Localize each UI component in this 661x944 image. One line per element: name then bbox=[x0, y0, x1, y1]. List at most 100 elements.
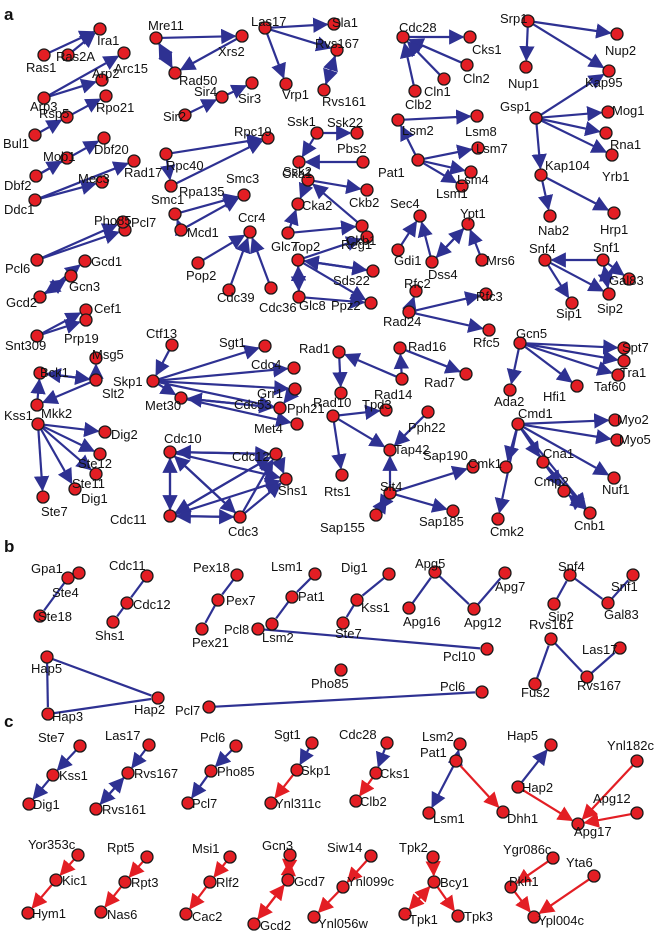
node-label-Pho85c: Pho85 bbox=[217, 764, 255, 779]
node-Nas6 bbox=[94, 905, 108, 919]
node-label-Ste12: Ste12 bbox=[78, 456, 112, 471]
node-label-Pph22: Pph22 bbox=[408, 420, 446, 435]
edge-a-136 bbox=[506, 346, 522, 385]
node-label-Hfi1: Hfi1 bbox=[543, 389, 566, 404]
node-Snt309 bbox=[30, 329, 44, 343]
node-label-Cnb1: Cnb1 bbox=[574, 518, 605, 533]
node-Pat1c bbox=[449, 754, 463, 768]
edge-a-69 bbox=[265, 30, 286, 79]
panel-label-a: a bbox=[4, 5, 14, 24]
node-Cac2 bbox=[179, 907, 193, 921]
node-Ynl099c bbox=[336, 880, 350, 894]
node-label-Cln2: Cln2 bbox=[463, 71, 490, 86]
node-label-Gcn3c: Gcn3 bbox=[262, 838, 293, 853]
node-Slt2 bbox=[89, 373, 103, 387]
edge-c-29 bbox=[317, 888, 342, 914]
node-Nab2 bbox=[543, 209, 557, 223]
edge-c-14 bbox=[519, 749, 548, 785]
edge-c-8 bbox=[274, 772, 296, 799]
edge-b-12 bbox=[475, 577, 502, 607]
node-label-Ppz2: Ppz2 bbox=[331, 298, 361, 313]
node-Pho85b bbox=[334, 663, 348, 677]
node-Gcn5 bbox=[513, 336, 527, 350]
node-Rvs167a bbox=[330, 43, 344, 57]
node-label-Reg1: Reg1 bbox=[341, 237, 372, 252]
node-Cdc11b bbox=[140, 569, 154, 583]
node-Prp19 bbox=[79, 313, 93, 327]
node-label-Arp3: Arp3 bbox=[30, 99, 57, 114]
node-label-Vrp1: Vrp1 bbox=[282, 87, 309, 102]
node-label-Tpd3: Tpd3 bbox=[362, 397, 392, 412]
edge-a-4 bbox=[69, 98, 102, 117]
edge-a-27 bbox=[159, 28, 237, 45]
node-label-Nas6: Nas6 bbox=[107, 907, 137, 922]
edge-a-118 bbox=[519, 24, 535, 62]
edge-c-12 bbox=[431, 763, 456, 809]
node-Vrp1 bbox=[279, 77, 293, 91]
node-Lsm8 bbox=[470, 109, 484, 123]
node-label-Las17b: Las17 bbox=[582, 642, 617, 657]
node-label-Ssk1: Ssk1 bbox=[287, 114, 316, 129]
node-label-Rad14: Rad14 bbox=[374, 387, 412, 402]
edge-a-133 bbox=[523, 339, 619, 355]
node-label-Sip1: Sip1 bbox=[556, 306, 582, 321]
node-label-Kap95: Kap95 bbox=[585, 75, 623, 90]
node-Tpk3 bbox=[451, 909, 465, 923]
edge-a-96 bbox=[393, 465, 468, 493]
node-Met30 bbox=[174, 391, 188, 405]
node-Kss1b bbox=[350, 593, 364, 607]
node-label-Cdc28a: Cdc28 bbox=[399, 20, 437, 35]
node-Rad17 bbox=[127, 154, 141, 168]
node-Cks1c bbox=[369, 766, 383, 780]
node-label-Glc8: Glc8 bbox=[299, 298, 326, 313]
node-Rad1 bbox=[332, 345, 346, 359]
node-Yrb1 bbox=[605, 148, 619, 162]
edge-b-13 bbox=[554, 580, 568, 602]
edge-a-92 bbox=[331, 419, 347, 470]
node-label-Pcl6c: Pcl6 bbox=[200, 730, 225, 745]
node-label-Gal83a: Gal83 bbox=[609, 273, 644, 288]
node-Cka2 bbox=[291, 197, 305, 211]
node-label-Cks1c: Cks1 bbox=[380, 766, 410, 781]
node-Rad14 bbox=[395, 372, 409, 386]
edge-c-1 bbox=[32, 777, 52, 800]
node-label-Pho85a: Pho85 bbox=[94, 213, 132, 228]
node-Srp1 bbox=[521, 14, 535, 28]
node-label-Ste11: Ste11 bbox=[72, 476, 105, 491]
node-Cdc28c bbox=[380, 736, 394, 750]
node-label-Slt2: Slt2 bbox=[102, 386, 124, 401]
node-label-Sit4: Sit4 bbox=[380, 479, 402, 494]
node-label-Ccr4: Ccr4 bbox=[238, 210, 265, 225]
node-label-Las17a: Las17 bbox=[251, 14, 286, 29]
node-Rfc5 bbox=[482, 323, 496, 337]
node-label-Lsm2a: Lsm2 bbox=[402, 123, 434, 138]
node-label-Gdi1: Gdi1 bbox=[394, 253, 421, 268]
node-Lsm1c bbox=[422, 806, 436, 820]
edge-a-26 bbox=[33, 427, 50, 492]
node-Rvs167b bbox=[580, 670, 594, 684]
edge-a-43 bbox=[156, 344, 260, 381]
edge-a-2 bbox=[46, 55, 120, 98]
node-label-Gal83b: Gal83 bbox=[604, 607, 639, 622]
edge-a-121 bbox=[539, 106, 603, 122]
node-Pcl10 bbox=[480, 642, 494, 656]
node-Cna1 bbox=[536, 455, 550, 469]
node-label-Pkh1: Pkh1 bbox=[509, 874, 539, 889]
edge-a-37 bbox=[178, 193, 239, 215]
edge-a-65 bbox=[173, 478, 281, 516]
node-Ypt1 bbox=[461, 217, 475, 231]
node-label-Ypl004c: Ypl004c bbox=[538, 913, 585, 928]
node-label-Rpc40: Rpc40 bbox=[166, 158, 204, 173]
node-Cdc12 bbox=[269, 447, 283, 461]
edge-c-22 bbox=[213, 859, 230, 878]
node-label-Rad17: Rad17 bbox=[124, 165, 162, 180]
node-Gcn3 bbox=[64, 269, 78, 283]
edge-c-21 bbox=[104, 884, 124, 908]
node-label-Pcl6b: Pcl6 bbox=[440, 679, 465, 694]
edge-a-30 bbox=[156, 40, 173, 69]
node-Kap95 bbox=[602, 64, 616, 78]
node-label-Ckb1: Ckb1 bbox=[346, 233, 376, 248]
edge-a-109 bbox=[399, 220, 418, 248]
node-Ccr4 bbox=[243, 225, 257, 239]
node-Hrp1 bbox=[607, 206, 621, 220]
